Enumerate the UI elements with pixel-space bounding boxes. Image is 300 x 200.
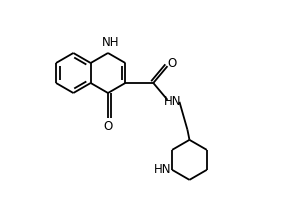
Text: HN: HN (164, 95, 181, 108)
Text: O: O (168, 57, 177, 70)
Text: NH: NH (102, 36, 120, 49)
Text: HN: HN (153, 163, 171, 176)
Text: O: O (103, 119, 112, 132)
